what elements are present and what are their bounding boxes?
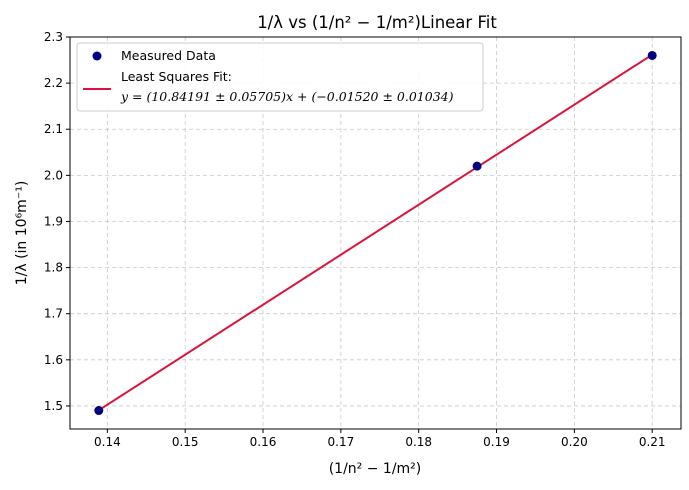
y-tick-label: 1.6 [44, 353, 63, 367]
x-tick-label: 0.21 [639, 435, 666, 449]
legend-label-fit: Least Squares Fit: [121, 69, 232, 84]
legend-box [76, 42, 484, 112]
fit-layer [98, 53, 653, 412]
x-tick-label: 0.16 [250, 435, 277, 449]
chart-title: 1/λ vs (1/n² − 1/m²)Linear Fit [257, 13, 497, 32]
x-tick-label: 0.17 [328, 435, 355, 449]
x-tick-label: 0.15 [172, 435, 199, 449]
y-axis-ticks: 1.5 1.6 1.7 1.8 1.9 2.0 2.1 2.2 2.3 [44, 30, 70, 413]
y-axis-label: 1/λ (in 10⁶m⁻¹) [14, 181, 30, 286]
y-tick-label: 2.0 [44, 168, 63, 182]
data-point [647, 50, 657, 60]
y-tick-label: 1.5 [44, 399, 63, 413]
data-point [94, 406, 104, 416]
x-axis-label: (1/n² − 1/m²) [329, 461, 422, 477]
fit-line [98, 53, 653, 412]
x-tick-label: 0.19 [483, 435, 510, 449]
y-tick-label: 1.8 [44, 261, 63, 275]
legend-label-measured: Measured Data [121, 48, 216, 63]
x-axis-ticks: 0.14 0.15 0.16 0.17 0.18 0.19 0.20 0.21 [94, 429, 666, 449]
plot-area-frame [69, 36, 682, 430]
legend-marker-measured [92, 51, 102, 61]
y-tick-label: 2.3 [44, 30, 63, 44]
points-layer [94, 50, 657, 416]
data-point [472, 161, 482, 171]
x-tick-label: 0.18 [405, 435, 432, 449]
y-tick-label: 2.2 [44, 76, 63, 90]
x-tick-label: 0.20 [561, 435, 588, 449]
y-tick-label: 2.1 [44, 122, 63, 136]
legend-fit-equation: y = (10.84191 ± 0.05705)x + (−0.01520 ± … [120, 89, 454, 104]
y-tick-label: 1.9 [44, 214, 63, 228]
y-tick-label: 1.7 [44, 307, 63, 321]
x-tick-label: 0.14 [94, 435, 121, 449]
legend: Measured Data Least Squares Fit: y = (10… [76, 42, 484, 112]
